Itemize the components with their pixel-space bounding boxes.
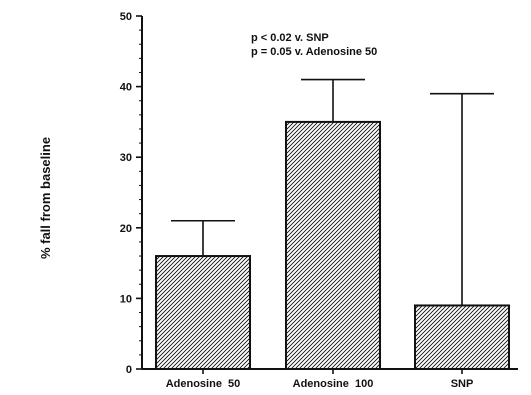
bar (155, 255, 251, 371)
plot-area: 0 10 20 30 40 50 Adenosine 50 Adenosine 100 SNP (120, 11, 518, 390)
bar (285, 120, 381, 371)
annotation-2: p = 0.05 v. Adenosine 50 (251, 46, 377, 58)
bar (414, 304, 510, 370)
y-tick-label: 10 (120, 293, 132, 305)
x-tick-label: SNP (451, 378, 474, 390)
y-tick-label: 50 (120, 11, 132, 23)
y-tick-label: 20 (120, 223, 132, 235)
x-tick-label: Adenosine 50 (166, 378, 241, 390)
annotation-1: p < 0.02 v. SNP (251, 32, 329, 44)
y-axis-label: % fall from baseline (38, 137, 53, 259)
y-tick-label: 40 (120, 82, 132, 94)
y-tick-label: 0 (126, 364, 132, 376)
y-tick-label: 30 (120, 152, 132, 164)
x-tick-label: Adenosine 100 (293, 378, 374, 390)
